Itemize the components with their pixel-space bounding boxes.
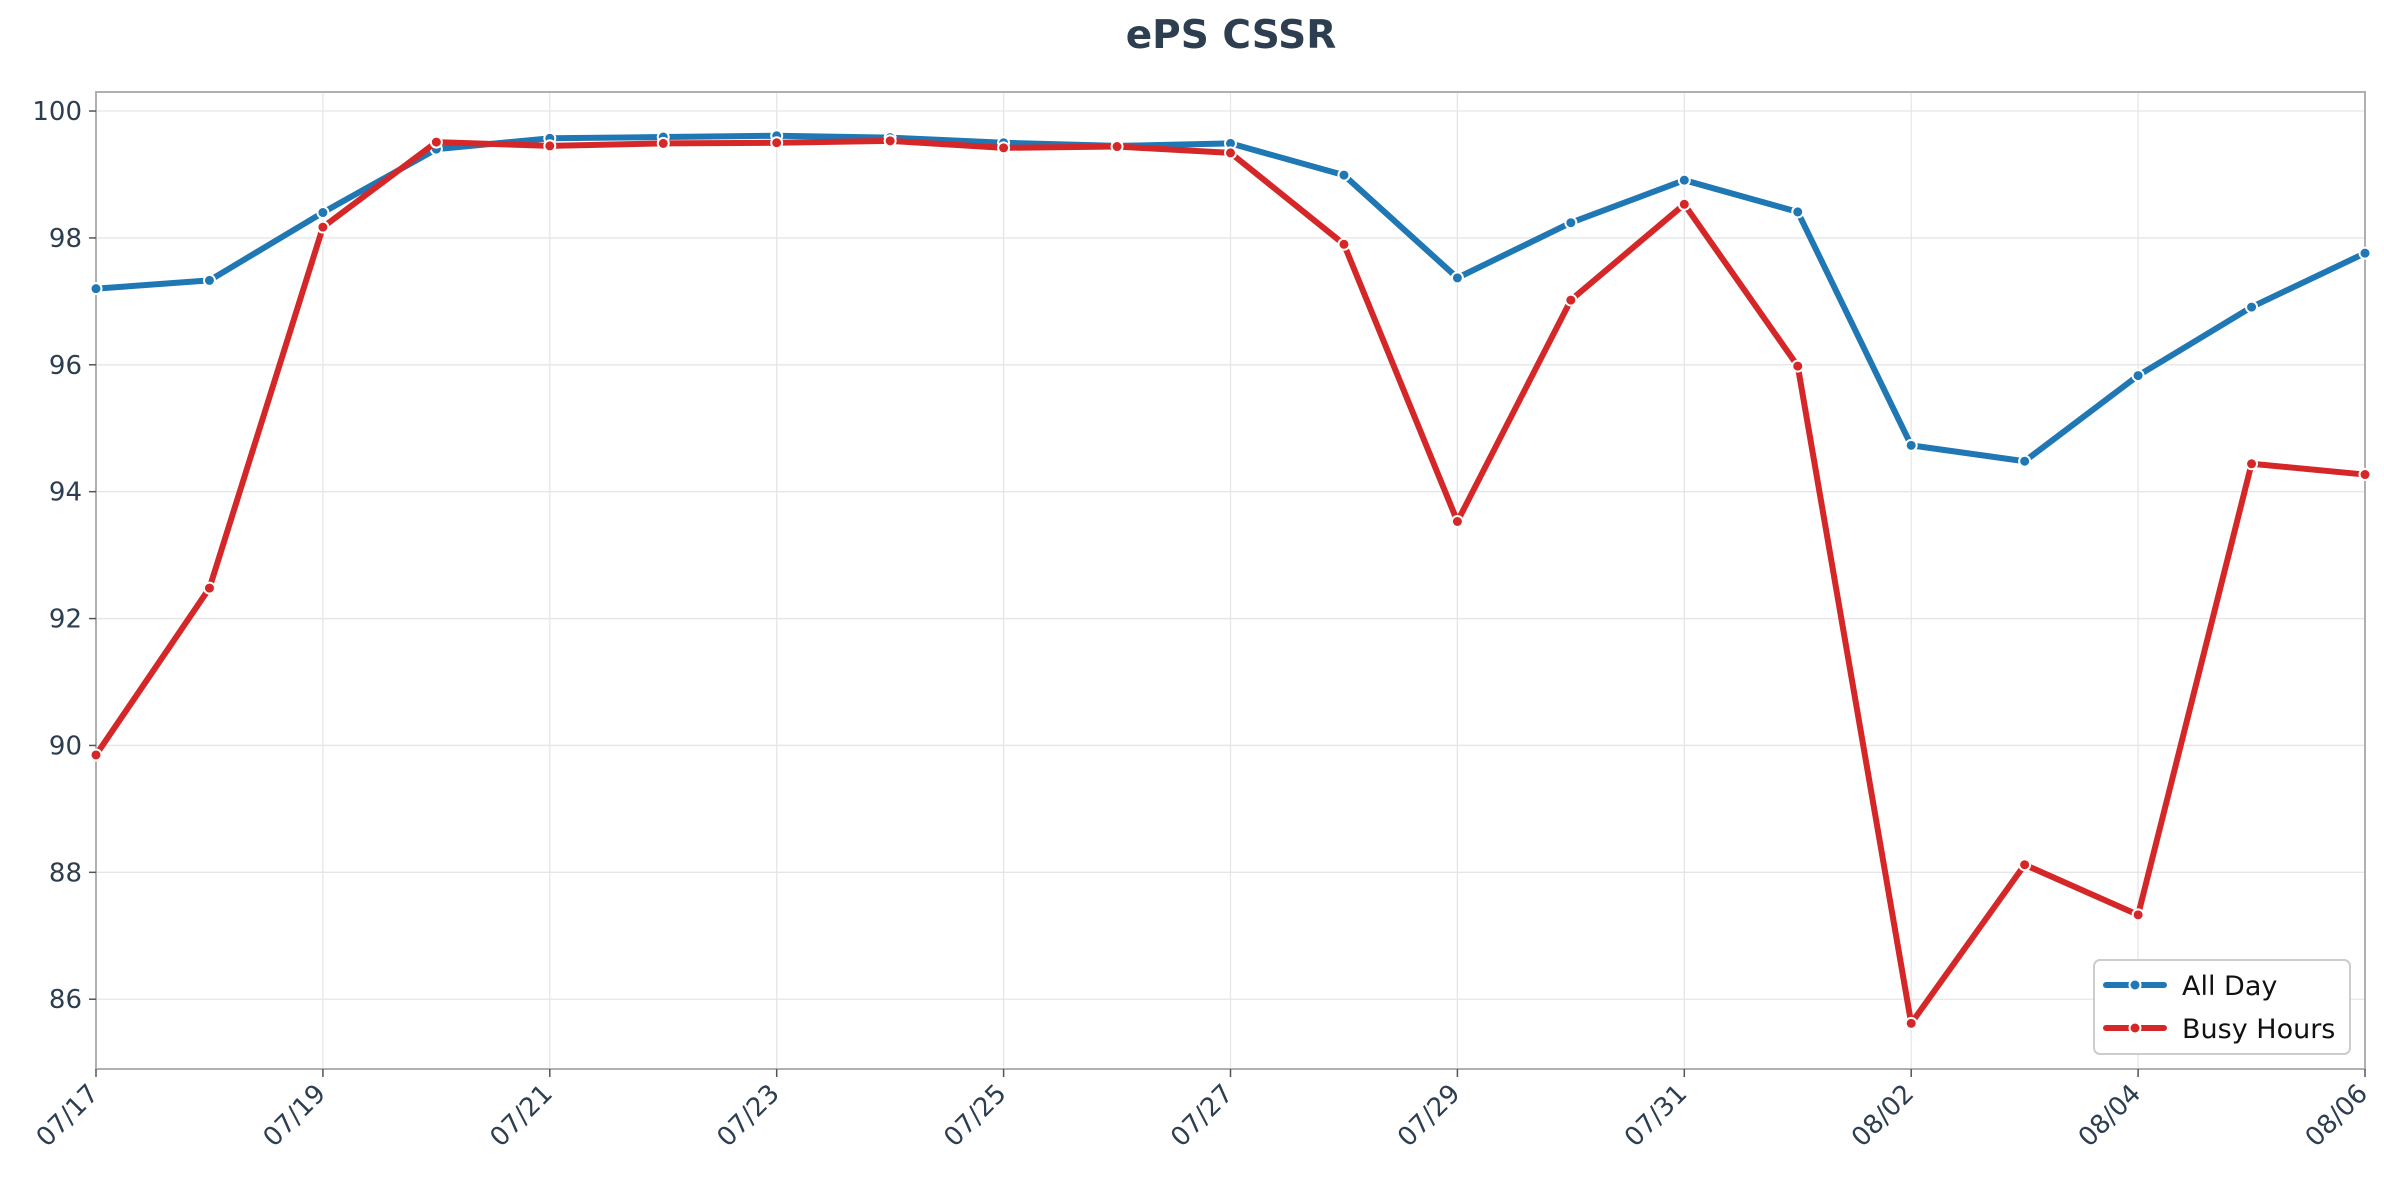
data-point-busy-hours: [2358, 468, 2372, 482]
x-tick-label: 07/17: [31, 1079, 105, 1153]
data-point-busy-hours: [1564, 293, 1578, 307]
data-point-busy-hours: [1904, 1016, 1918, 1030]
x-tick-label: 07/27: [1165, 1079, 1239, 1153]
data-point-busy-hours: [2245, 457, 2259, 471]
x-tick-label: 07/23: [711, 1079, 785, 1153]
x-tick-label: 07/19: [258, 1079, 332, 1153]
data-point-busy-hours: [997, 141, 1011, 155]
data-point-busy-hours: [656, 136, 670, 150]
y-tick-label: 88: [49, 858, 82, 888]
x-tick-label: 07/29: [1392, 1079, 1466, 1153]
y-tick-label: 86: [49, 985, 82, 1015]
legend-label-all-day: All Day: [2182, 971, 2277, 1002]
data-point-busy-hours: [2018, 858, 2032, 872]
data-point-busy-hours: [1791, 359, 1805, 373]
x-tick-label: 08/06: [2300, 1079, 2374, 1153]
data-point-all-day: [1564, 216, 1578, 230]
data-point-busy-hours: [1110, 140, 1124, 154]
data-point-busy-hours: [2131, 908, 2145, 922]
axis-layer: 86 88 90 92 94 96 98 100 07/17 07/19 07/21 07/23 07/…: [31, 97, 2374, 1153]
y-tick-label: 90: [49, 731, 82, 761]
data-point-busy-hours: [1224, 146, 1237, 160]
y-tick-label: 94: [49, 478, 82, 508]
data-point-all-day: [2245, 300, 2259, 314]
data-point-all-day: [202, 273, 216, 287]
data-point-all-day: [1450, 271, 1464, 285]
data-point-busy-hours: [429, 135, 443, 149]
data-point-all-day: [2131, 369, 2145, 383]
data-point-busy-hours: [1337, 237, 1351, 251]
x-tick-label: 07/31: [1619, 1079, 1693, 1153]
y-tick-label: 92: [49, 605, 82, 635]
series-layer: [89, 129, 2372, 1030]
x-tick-label: 08/02: [1846, 1079, 1920, 1153]
y-tick-label: 100: [32, 97, 82, 127]
x-tick-label: 07/21: [485, 1079, 559, 1153]
data-point-busy-hours: [316, 220, 330, 234]
data-point-all-day: [1677, 173, 1691, 187]
data-point-all-day: [316, 206, 330, 220]
data-point-busy-hours: [1450, 514, 1464, 528]
y-tick-label: 96: [49, 351, 82, 381]
data-point-busy-hours: [1677, 197, 1691, 211]
data-point-all-day: [2018, 454, 2032, 468]
data-point-all-day: [2358, 246, 2372, 260]
data-point-all-day: [89, 282, 103, 296]
x-tick-label: 08/04: [2073, 1079, 2147, 1153]
data-point-busy-hours: [770, 136, 784, 150]
legend-marker-busy-hours: [2128, 1021, 2142, 1035]
chart-title: ePS CSSR: [1126, 13, 1337, 58]
data-point-busy-hours: [543, 139, 557, 153]
data-point-all-day: [1904, 438, 1918, 452]
data-point-busy-hours: [89, 748, 103, 762]
x-tick-label: 07/25: [938, 1079, 1012, 1153]
y-tick-label: 98: [49, 224, 82, 254]
legend-label-busy-hours: Busy Hours: [2182, 1014, 2335, 1045]
legend: All Day Busy Hours: [2093, 959, 2351, 1055]
legend-marker-all-day: [2128, 978, 2142, 992]
data-point-busy-hours: [883, 134, 897, 148]
grid-layer: [95, 92, 2366, 1069]
data-point-all-day: [1791, 205, 1805, 219]
data-point-all-day: [1337, 168, 1351, 182]
data-point-busy-hours: [202, 581, 216, 595]
